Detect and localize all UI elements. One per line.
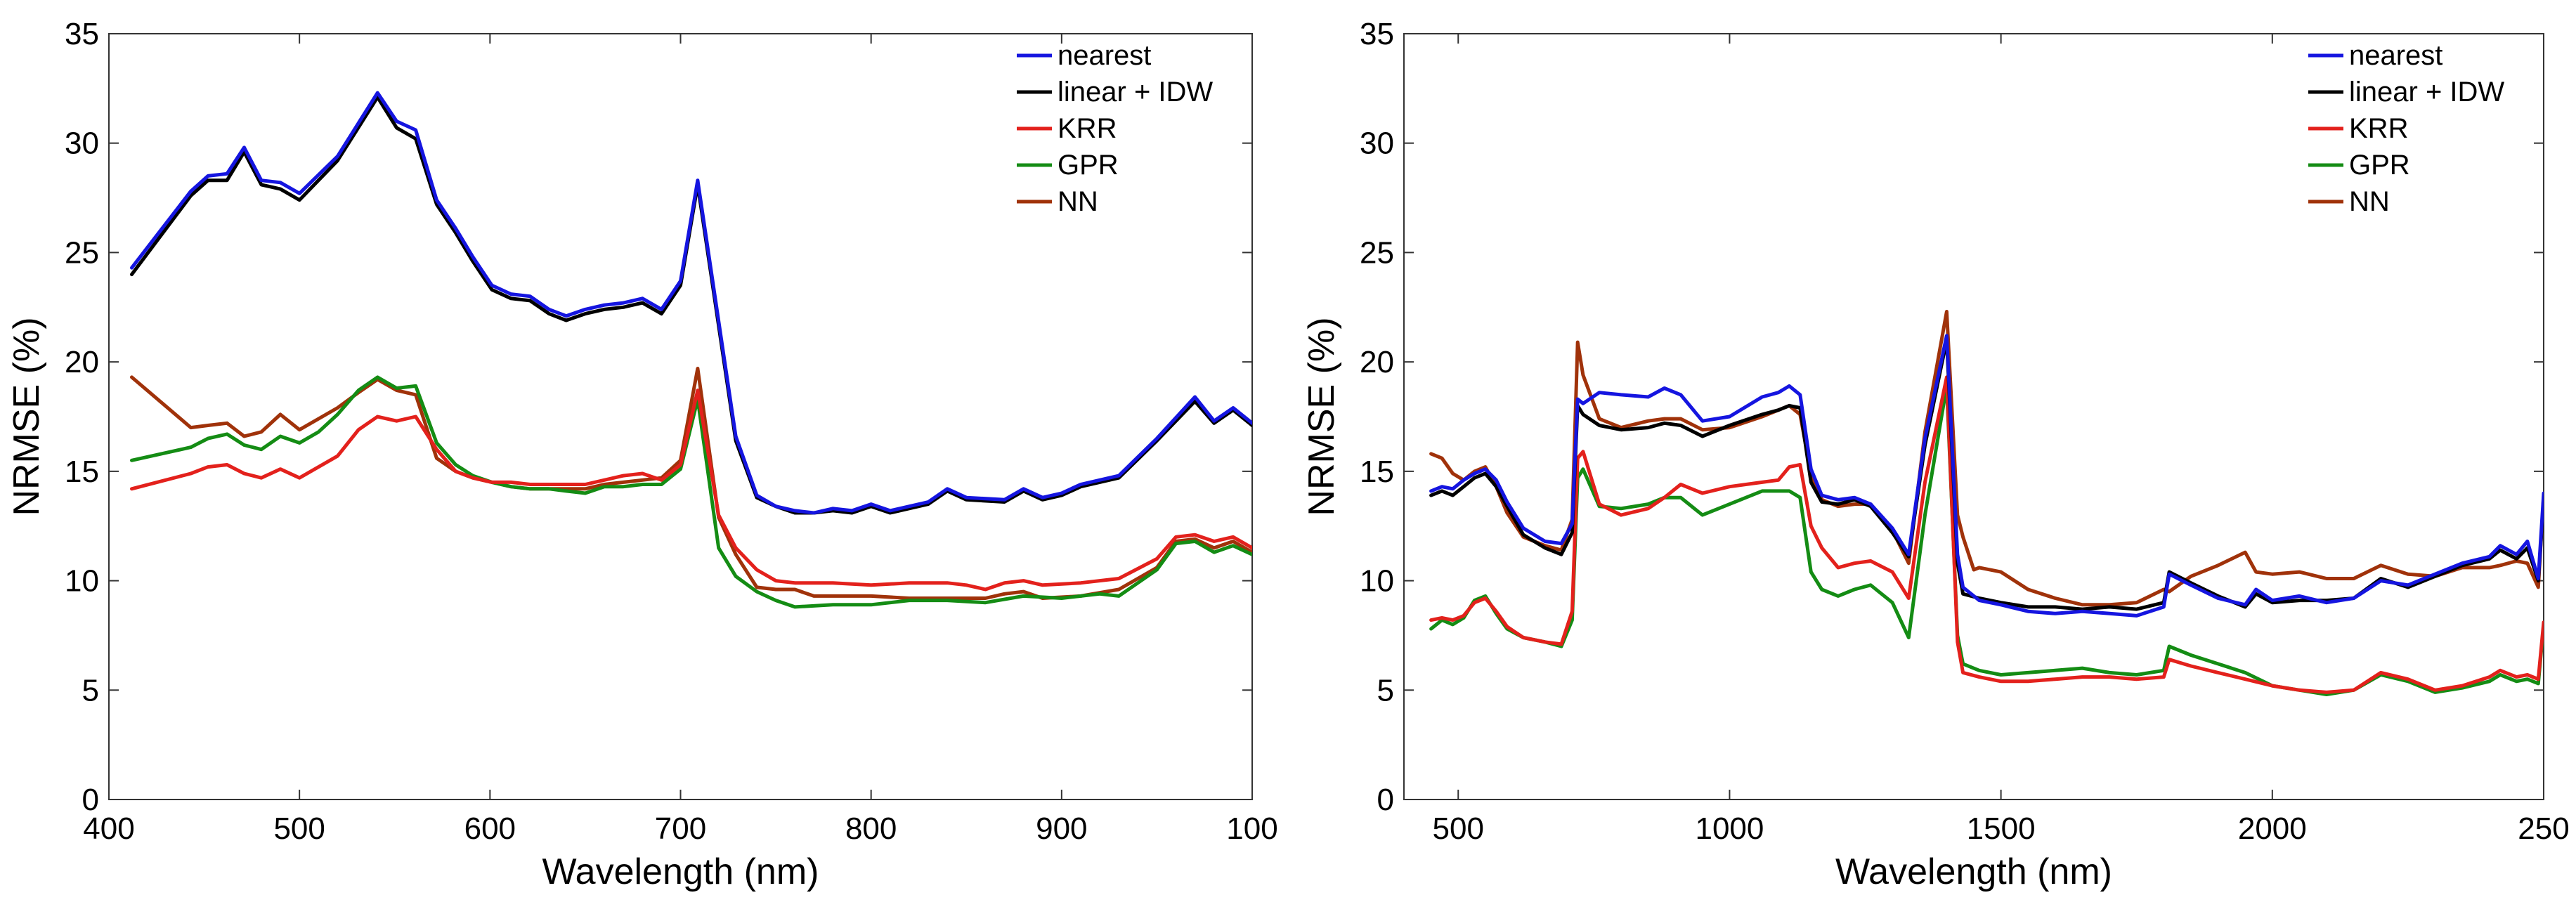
chart1-y-tick-label: 35 [1360,17,1394,51]
chart0-x-tick-label: 400 [83,811,134,846]
chart1-legend-label: GPR [2349,150,2410,181]
chart0-legend-label: GPR [1058,150,1119,181]
chart0-y-tick-label: 35 [65,17,99,51]
chart0-y-tick-label: 5 [82,673,99,707]
chart0-y-tick-label: 25 [65,235,99,270]
chart1-legend-label: NN [2349,186,2390,217]
chart0-x-tick-label: 500 [273,811,325,846]
chart1-legend-label: nearest [2349,40,2442,71]
chart1-x-tick-label: 1000 [1695,811,1764,846]
chart1-x-axis-label: Wavelength (nm) [1835,851,2112,892]
left-chart-panel: 400 500 600 700 800 900 10005101520253035Wavel… [6,17,1278,892]
chart1-y-tick-label: 25 [1360,235,1394,270]
chart1-plot-frame [1403,33,2544,800]
chart1-legend-label: KRR [2349,113,2408,144]
chart1-x-tick-label: 500 [1433,811,1484,846]
chart0-y-tick-label: 20 [65,345,99,379]
chart1-series-nn-line [1429,310,2544,607]
chart1-series-krr-line [1429,375,2544,694]
chart0-legend-label: linear + IDW [1058,77,1213,107]
chart1-y-tick-label: 0 [1377,783,1394,817]
chart0-x-tick-label: 700 [655,811,706,846]
chart1-y-tick-label: 30 [1360,126,1394,161]
chart0-series-linear-idw-line [130,95,1252,515]
chart0-y-tick-label: 0 [82,783,99,817]
chart0-series-nearest-line [130,91,1252,515]
chart1-x-tick-label: 250 [2518,811,2569,846]
chart1-x-tick-label: 2000 [2238,811,2307,846]
chart1-series-gpr-line [1429,384,2544,696]
chart0-x-tick-label: 100 [1226,811,1277,846]
chart0-x-axis-label: Wavelength (nm) [542,851,819,892]
chart1-series-nearest-line [1429,334,2544,618]
chart0-x-tick-label: 800 [845,811,897,846]
chart0-y-axis-label: NRMSE (%) [6,317,47,516]
chart1-y-tick-label: 10 [1360,564,1394,599]
chart0-series-krr-line [130,389,1252,592]
chart1-y-axis-label: NRMSE (%) [1301,317,1342,516]
chart0-series-gpr-line [130,375,1252,609]
chart0-y-tick-label: 10 [65,564,99,599]
chart0-legend-label: nearest [1058,40,1151,71]
chart0-x-tick-label: 900 [1036,811,1087,846]
chart1-legend-label: linear + IDW [2349,77,2504,107]
chart1-y-tick-label: 5 [1377,673,1394,707]
chart0-y-tick-label: 30 [65,126,99,161]
chart0-legend-label: KRR [1058,113,1117,144]
right-chart-panel: 500 1000 1500 2000 25005101520253035Waveleng… [1301,17,2570,892]
chart0-y-tick-label: 15 [65,455,99,489]
chart0-legend-label: NN [1058,186,1098,217]
chart1-y-tick-label: 15 [1360,455,1394,489]
chart1-y-tick-label: 20 [1360,345,1394,379]
chart0-x-tick-label: 600 [464,811,516,846]
chart1-x-tick-label: 1500 [1967,811,2036,846]
